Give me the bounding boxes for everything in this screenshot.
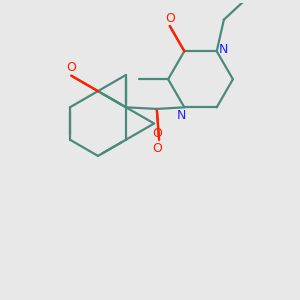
Text: O: O xyxy=(152,127,162,140)
Text: O: O xyxy=(66,61,76,74)
Text: N: N xyxy=(219,43,228,56)
Text: N: N xyxy=(177,109,186,122)
Text: O: O xyxy=(152,142,162,155)
Text: O: O xyxy=(165,12,175,25)
